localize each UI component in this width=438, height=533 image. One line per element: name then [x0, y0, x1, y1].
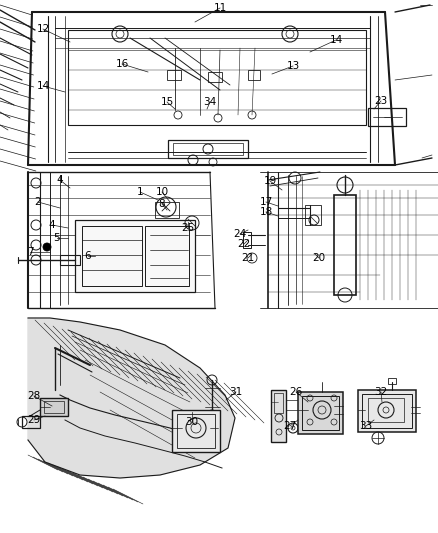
Bar — [155, 202, 179, 218]
Text: 10: 10 — [155, 187, 169, 197]
Bar — [167, 70, 181, 80]
Text: 8: 8 — [159, 199, 165, 209]
Text: 7: 7 — [27, 247, 33, 257]
Bar — [75, 220, 195, 292]
Text: 15: 15 — [160, 97, 173, 107]
Bar — [243, 232, 251, 248]
Bar — [40, 398, 68, 416]
Bar — [145, 226, 189, 286]
Bar — [388, 378, 396, 384]
Bar — [168, 140, 248, 158]
Bar — [82, 226, 142, 286]
Text: 4: 4 — [49, 220, 55, 230]
Text: 19: 19 — [263, 176, 277, 186]
Bar — [173, 143, 243, 155]
Text: 23: 23 — [374, 96, 388, 106]
Text: 12: 12 — [36, 24, 49, 34]
Polygon shape — [28, 318, 235, 478]
Bar — [172, 410, 220, 452]
Bar — [68, 30, 366, 125]
Bar — [248, 70, 260, 80]
Text: 17: 17 — [259, 197, 272, 207]
Text: —: — — [384, 114, 391, 120]
Bar — [60, 255, 80, 265]
Text: 18: 18 — [259, 207, 272, 217]
Bar — [298, 392, 343, 434]
Bar — [305, 205, 321, 225]
Text: 14: 14 — [36, 81, 49, 91]
Text: 6: 6 — [85, 251, 91, 261]
Text: 22: 22 — [237, 239, 251, 249]
Text: 27: 27 — [283, 421, 297, 431]
Text: 25: 25 — [181, 223, 194, 233]
Text: 2: 2 — [35, 197, 41, 207]
Text: 16: 16 — [115, 59, 129, 69]
Text: 21: 21 — [241, 253, 254, 263]
Text: 31: 31 — [230, 387, 243, 397]
Text: 5: 5 — [54, 233, 60, 243]
Bar — [368, 398, 404, 422]
Bar — [22, 416, 40, 428]
Text: 20: 20 — [312, 253, 325, 263]
Text: 13: 13 — [286, 61, 300, 71]
Text: 4: 4 — [57, 175, 64, 185]
Bar — [274, 393, 283, 413]
Text: 1: 1 — [137, 187, 143, 197]
Text: 33: 33 — [359, 421, 373, 431]
Text: 34: 34 — [203, 97, 217, 107]
Circle shape — [43, 243, 51, 251]
Bar — [271, 390, 286, 442]
Text: 32: 32 — [374, 387, 388, 397]
Bar — [177, 414, 215, 448]
Text: 28: 28 — [27, 391, 41, 401]
Bar — [368, 108, 406, 126]
Text: 24: 24 — [233, 229, 247, 239]
Bar — [208, 72, 222, 82]
Text: 11: 11 — [213, 3, 226, 13]
Bar — [334, 195, 356, 295]
Bar — [302, 396, 339, 430]
Text: 30: 30 — [185, 417, 198, 427]
Text: 14: 14 — [329, 35, 343, 45]
Text: 29: 29 — [27, 415, 41, 425]
Bar — [358, 390, 416, 432]
Bar — [44, 401, 64, 413]
Bar — [362, 394, 412, 428]
Text: 26: 26 — [290, 387, 303, 397]
